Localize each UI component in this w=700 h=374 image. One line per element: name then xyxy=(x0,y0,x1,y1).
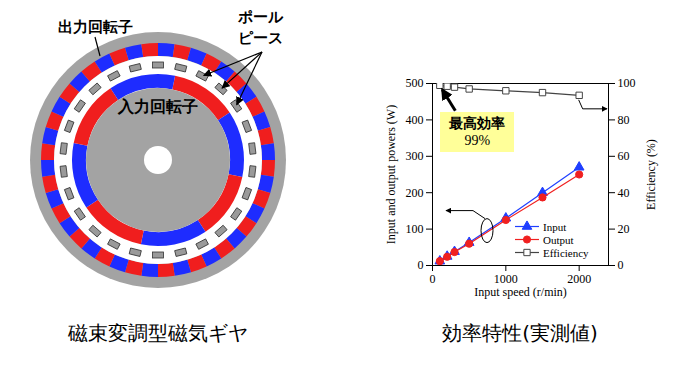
svg-text:200: 200 xyxy=(406,186,424,200)
svg-text:40: 40 xyxy=(618,186,630,200)
svg-text:20: 20 xyxy=(618,222,630,236)
svg-text:ポール: ポール xyxy=(237,8,284,26)
html-text:Efficiency: Efficiency xyxy=(543,246,589,259)
svg-text:2000: 2000 xyxy=(567,272,591,286)
svg-text:出力回転子: 出力回転子 xyxy=(58,18,133,36)
html-text:Output: Output xyxy=(543,233,574,246)
svg-text:100: 100 xyxy=(406,222,424,236)
html-text:最高効率: 最高効率 xyxy=(449,114,506,131)
svg-text:入力回転子: 入力回転子 xyxy=(117,97,198,116)
svg-text:磁束変調型磁気ギヤ: 磁束変調型磁気ギヤ xyxy=(67,321,248,345)
svg-text:0: 0 xyxy=(618,258,624,272)
svg-text:Input speed (r/min): Input speed (r/min) xyxy=(474,285,567,299)
svg-text:300: 300 xyxy=(406,149,424,163)
svg-text:ピース: ピース xyxy=(238,29,283,47)
svg-text:効率特性(実測値): 効率特性(実測値) xyxy=(442,321,598,345)
html-text:99%: 99% xyxy=(464,132,491,148)
svg-text:Input and output powers (W): Input and output powers (W) xyxy=(384,105,398,244)
svg-text:60: 60 xyxy=(618,149,630,163)
svg-text:100: 100 xyxy=(618,76,636,90)
html-text:Input: Input xyxy=(543,220,567,233)
svg-text:0: 0 xyxy=(418,258,424,272)
svg-text:400: 400 xyxy=(406,113,424,127)
svg-text:500: 500 xyxy=(406,76,424,90)
svg-text:80: 80 xyxy=(618,113,630,127)
svg-text:Efficiency (%): Efficiency (%) xyxy=(644,139,658,210)
svg-text:1000: 1000 xyxy=(493,272,518,286)
svg-text:0: 0 xyxy=(430,272,436,286)
